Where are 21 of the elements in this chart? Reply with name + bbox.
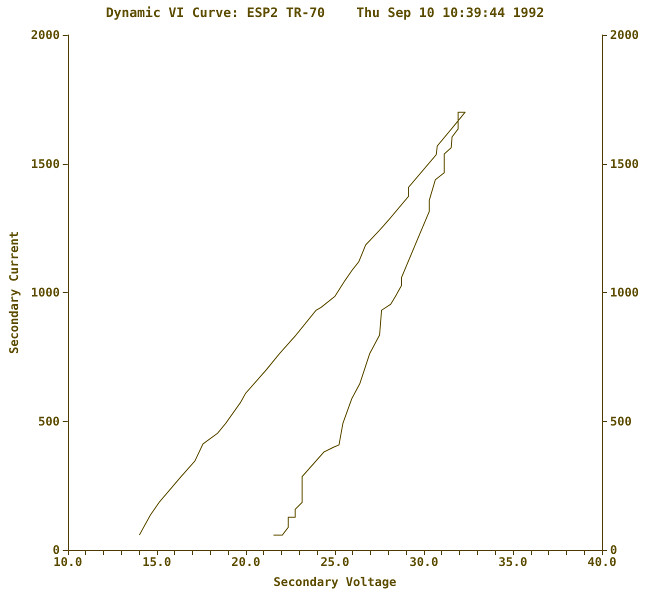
y-tick-label: 2000	[30, 28, 60, 42]
y2-tick-label: 1500	[610, 156, 639, 171]
y-axis-title: Secondary Current	[7, 231, 21, 354]
x-tick-label: 40.0	[588, 555, 616, 569]
y2-tick-label: 500	[610, 414, 632, 428]
y2-tick-label: 2000	[610, 28, 639, 42]
chart-title: Dynamic VI Curve: ESP2 TR-70 Thu Sep 10 10:39:44 1992	[106, 6, 544, 21]
x-tick-label: 35.0	[498, 555, 528, 569]
line-series	[138, 112, 466, 536]
y-tick-label: 0	[52, 543, 60, 557]
y2-tick-label: 1000	[610, 286, 639, 300]
y-tick-label: 1500	[30, 156, 60, 171]
y2-tick-label: 0	[610, 543, 618, 557]
x-tick-label: 15.0	[142, 555, 172, 569]
x-tick-label: 30.0	[409, 555, 438, 569]
y-tick-label: 1000	[30, 286, 60, 300]
x-tick-label: 25.0	[320, 555, 350, 569]
y-tick-label: 500	[38, 414, 60, 428]
x-tick-label: 20.0	[231, 555, 260, 569]
x-axis-title: Secondary Voltage	[273, 575, 396, 589]
x-tick-label: 10.0	[53, 555, 82, 569]
